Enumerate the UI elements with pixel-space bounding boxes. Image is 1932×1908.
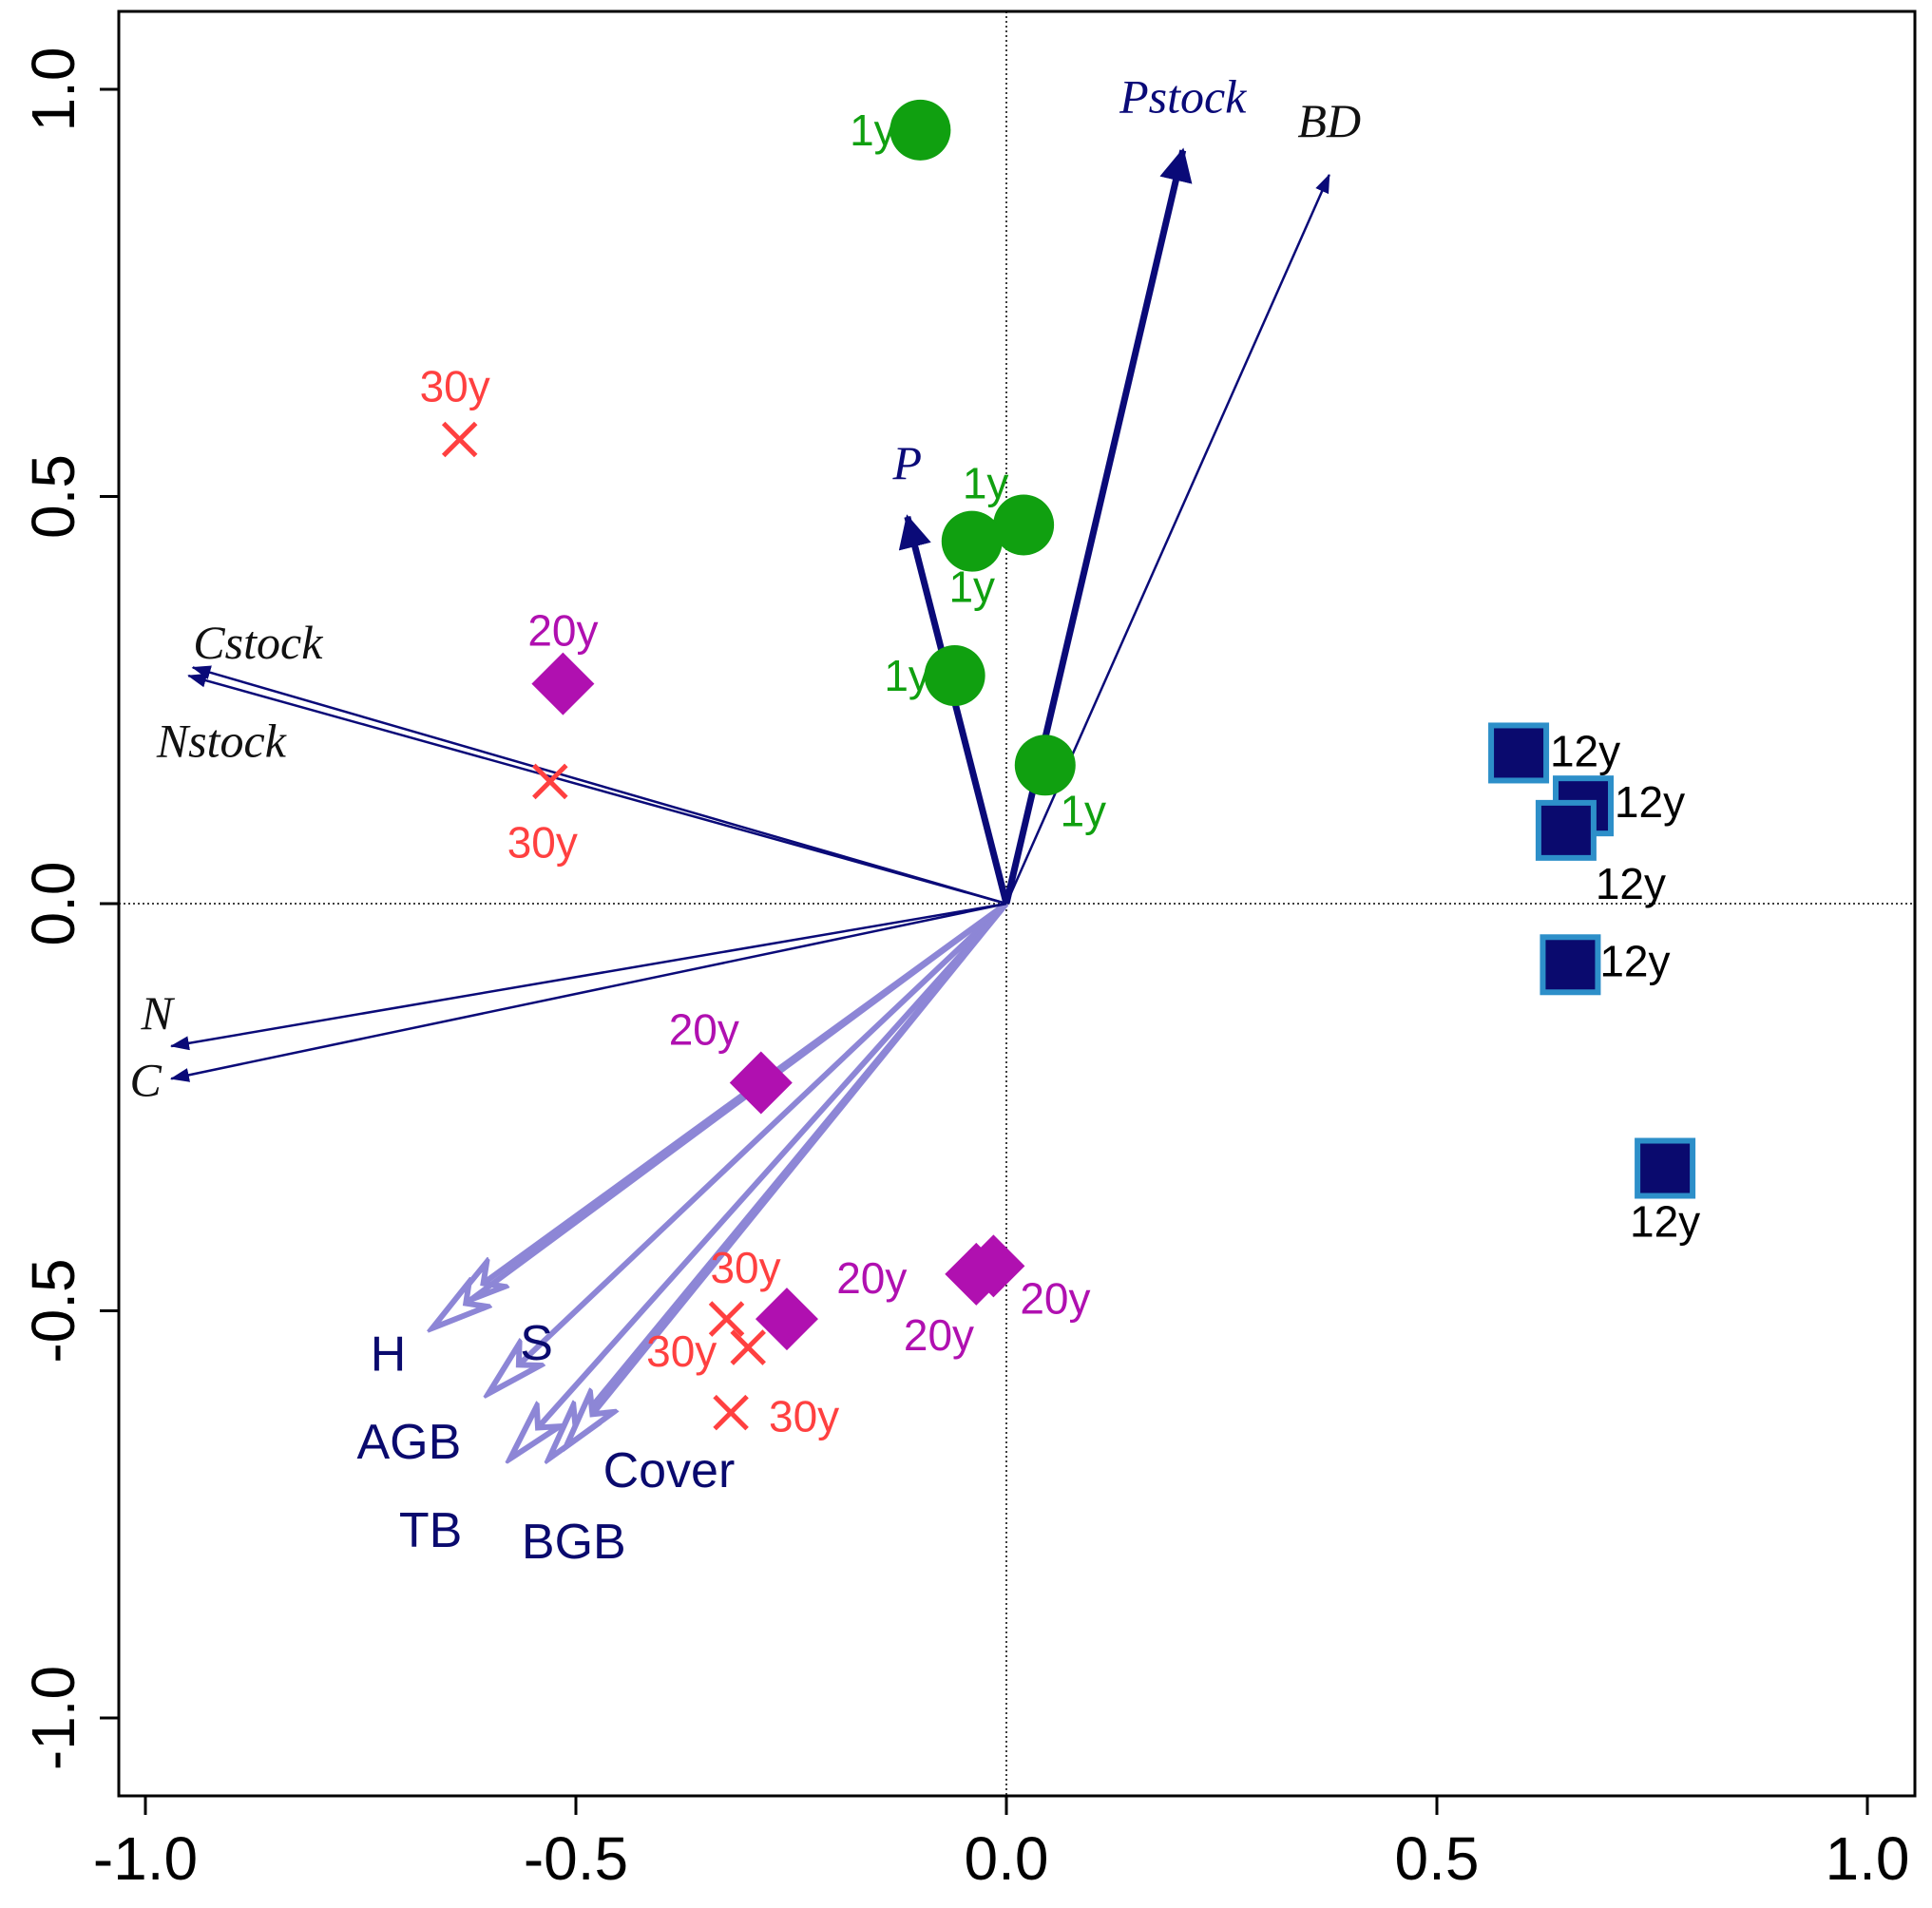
point-1y	[1014, 735, 1076, 796]
env-label-p: P	[892, 436, 923, 489]
veg-label-h: H	[371, 1327, 407, 1383]
x-tick-label: -1.0	[93, 1824, 198, 1893]
point-label-20y: 20y	[669, 1005, 739, 1055]
env-vector-nstock	[191, 665, 1007, 906]
veg-vector-agb	[489, 901, 1009, 1392]
env-vector-c	[169, 902, 1007, 1082]
point-label-1y: 1y	[963, 458, 1009, 507]
point-label-20y: 20y	[1020, 1273, 1090, 1323]
axes: -1.0 -0.5 0.0 0.5 1.0 -1.0 -0.5 0.0 0.5 1.0	[19, 10, 1917, 1893]
point-label-12y: 12y	[1599, 936, 1670, 985]
env-label-pstock: Pstock	[1119, 69, 1247, 123]
x-tick-label: 0.0	[965, 1824, 1049, 1893]
point-20y	[729, 1051, 793, 1115]
point-1y	[993, 494, 1055, 556]
point-label-20y: 20y	[836, 1253, 907, 1303]
point-label-30y: 30y	[710, 1243, 780, 1292]
y-tick-label: 0.5	[19, 454, 87, 539]
veg-label-tb: TB	[399, 1503, 462, 1558]
y-tick-label: 1.0	[19, 48, 87, 132]
point-30y	[532, 763, 568, 800]
env-vector-bd	[1004, 173, 1330, 905]
point-label-12y: 12y	[1630, 1197, 1700, 1247]
veg-label-s: S	[520, 1316, 553, 1371]
env-label-c: C	[130, 1053, 163, 1106]
veg-vector-cover	[567, 902, 1009, 1445]
env-vector-n	[169, 902, 1007, 1051]
point-30y	[730, 1329, 766, 1365]
veg-vector-tb	[511, 902, 1009, 1458]
point-20y	[962, 1234, 1025, 1298]
point-label-1y: 1y	[1060, 786, 1106, 835]
point-20y	[755, 1288, 818, 1351]
veg-label-agb: AGB	[356, 1415, 461, 1470]
point-label-30y: 30y	[769, 1392, 839, 1441]
point-label-20y: 20y	[904, 1310, 974, 1360]
veg-label-cover: Cover	[603, 1443, 736, 1498]
x-tick-label: -0.5	[524, 1824, 628, 1893]
point-label-12y: 12y	[1596, 859, 1666, 908]
veg-label-bgb: BGB	[522, 1515, 626, 1570]
point-label-12y: 12y	[1615, 777, 1685, 827]
series-1y	[889, 99, 1076, 796]
point-label-30y: 30y	[420, 362, 490, 411]
env-label-cstock: Cstock	[193, 616, 323, 669]
veg-vector-h	[434, 901, 1008, 1327]
point-label-12y: 12y	[1550, 726, 1620, 775]
env-vector-cstock	[187, 673, 1007, 906]
point-label-30y: 30y	[507, 817, 578, 867]
y-tick-label: -0.5	[19, 1258, 87, 1363]
point-12y	[1635, 1137, 1696, 1199]
point-label-20y: 20y	[527, 606, 598, 656]
x-tick-label: 1.0	[1826, 1824, 1910, 1893]
vector-layer: Pstock BD P Cstock Nstock NC S H AGB TB BGB Cover	[130, 69, 1362, 1569]
point-1y	[941, 510, 1003, 572]
env-label-n: N	[141, 986, 176, 1040]
point-1y	[889, 99, 951, 161]
env-label-nstock: Nstock	[156, 714, 287, 767]
point-12y	[1535, 799, 1597, 861]
point-label-1y: 1y	[884, 651, 930, 700]
env-label-bd: BD	[1297, 94, 1361, 147]
point-label-1y: 1y	[850, 105, 896, 155]
point-30y	[713, 1394, 749, 1431]
point-12y	[1540, 934, 1601, 996]
point-12y	[1488, 722, 1550, 784]
point-20y	[531, 652, 595, 716]
series-12y	[1488, 722, 1696, 1199]
point-30y	[441, 421, 478, 458]
series-20y	[531, 652, 1025, 1351]
point-label-1y: 1y	[948, 563, 995, 612]
env-vector-p	[898, 514, 1010, 905]
point-30y	[708, 1301, 745, 1337]
y-tick-label: -1.0	[19, 1666, 87, 1770]
reference-lines	[119, 11, 1915, 1796]
x-tick-label: 0.5	[1395, 1824, 1480, 1893]
series-30y	[441, 421, 766, 1431]
point-1y	[924, 645, 985, 707]
point-label-30y: 30y	[646, 1326, 717, 1376]
y-tick-label: 0.0	[19, 862, 87, 946]
